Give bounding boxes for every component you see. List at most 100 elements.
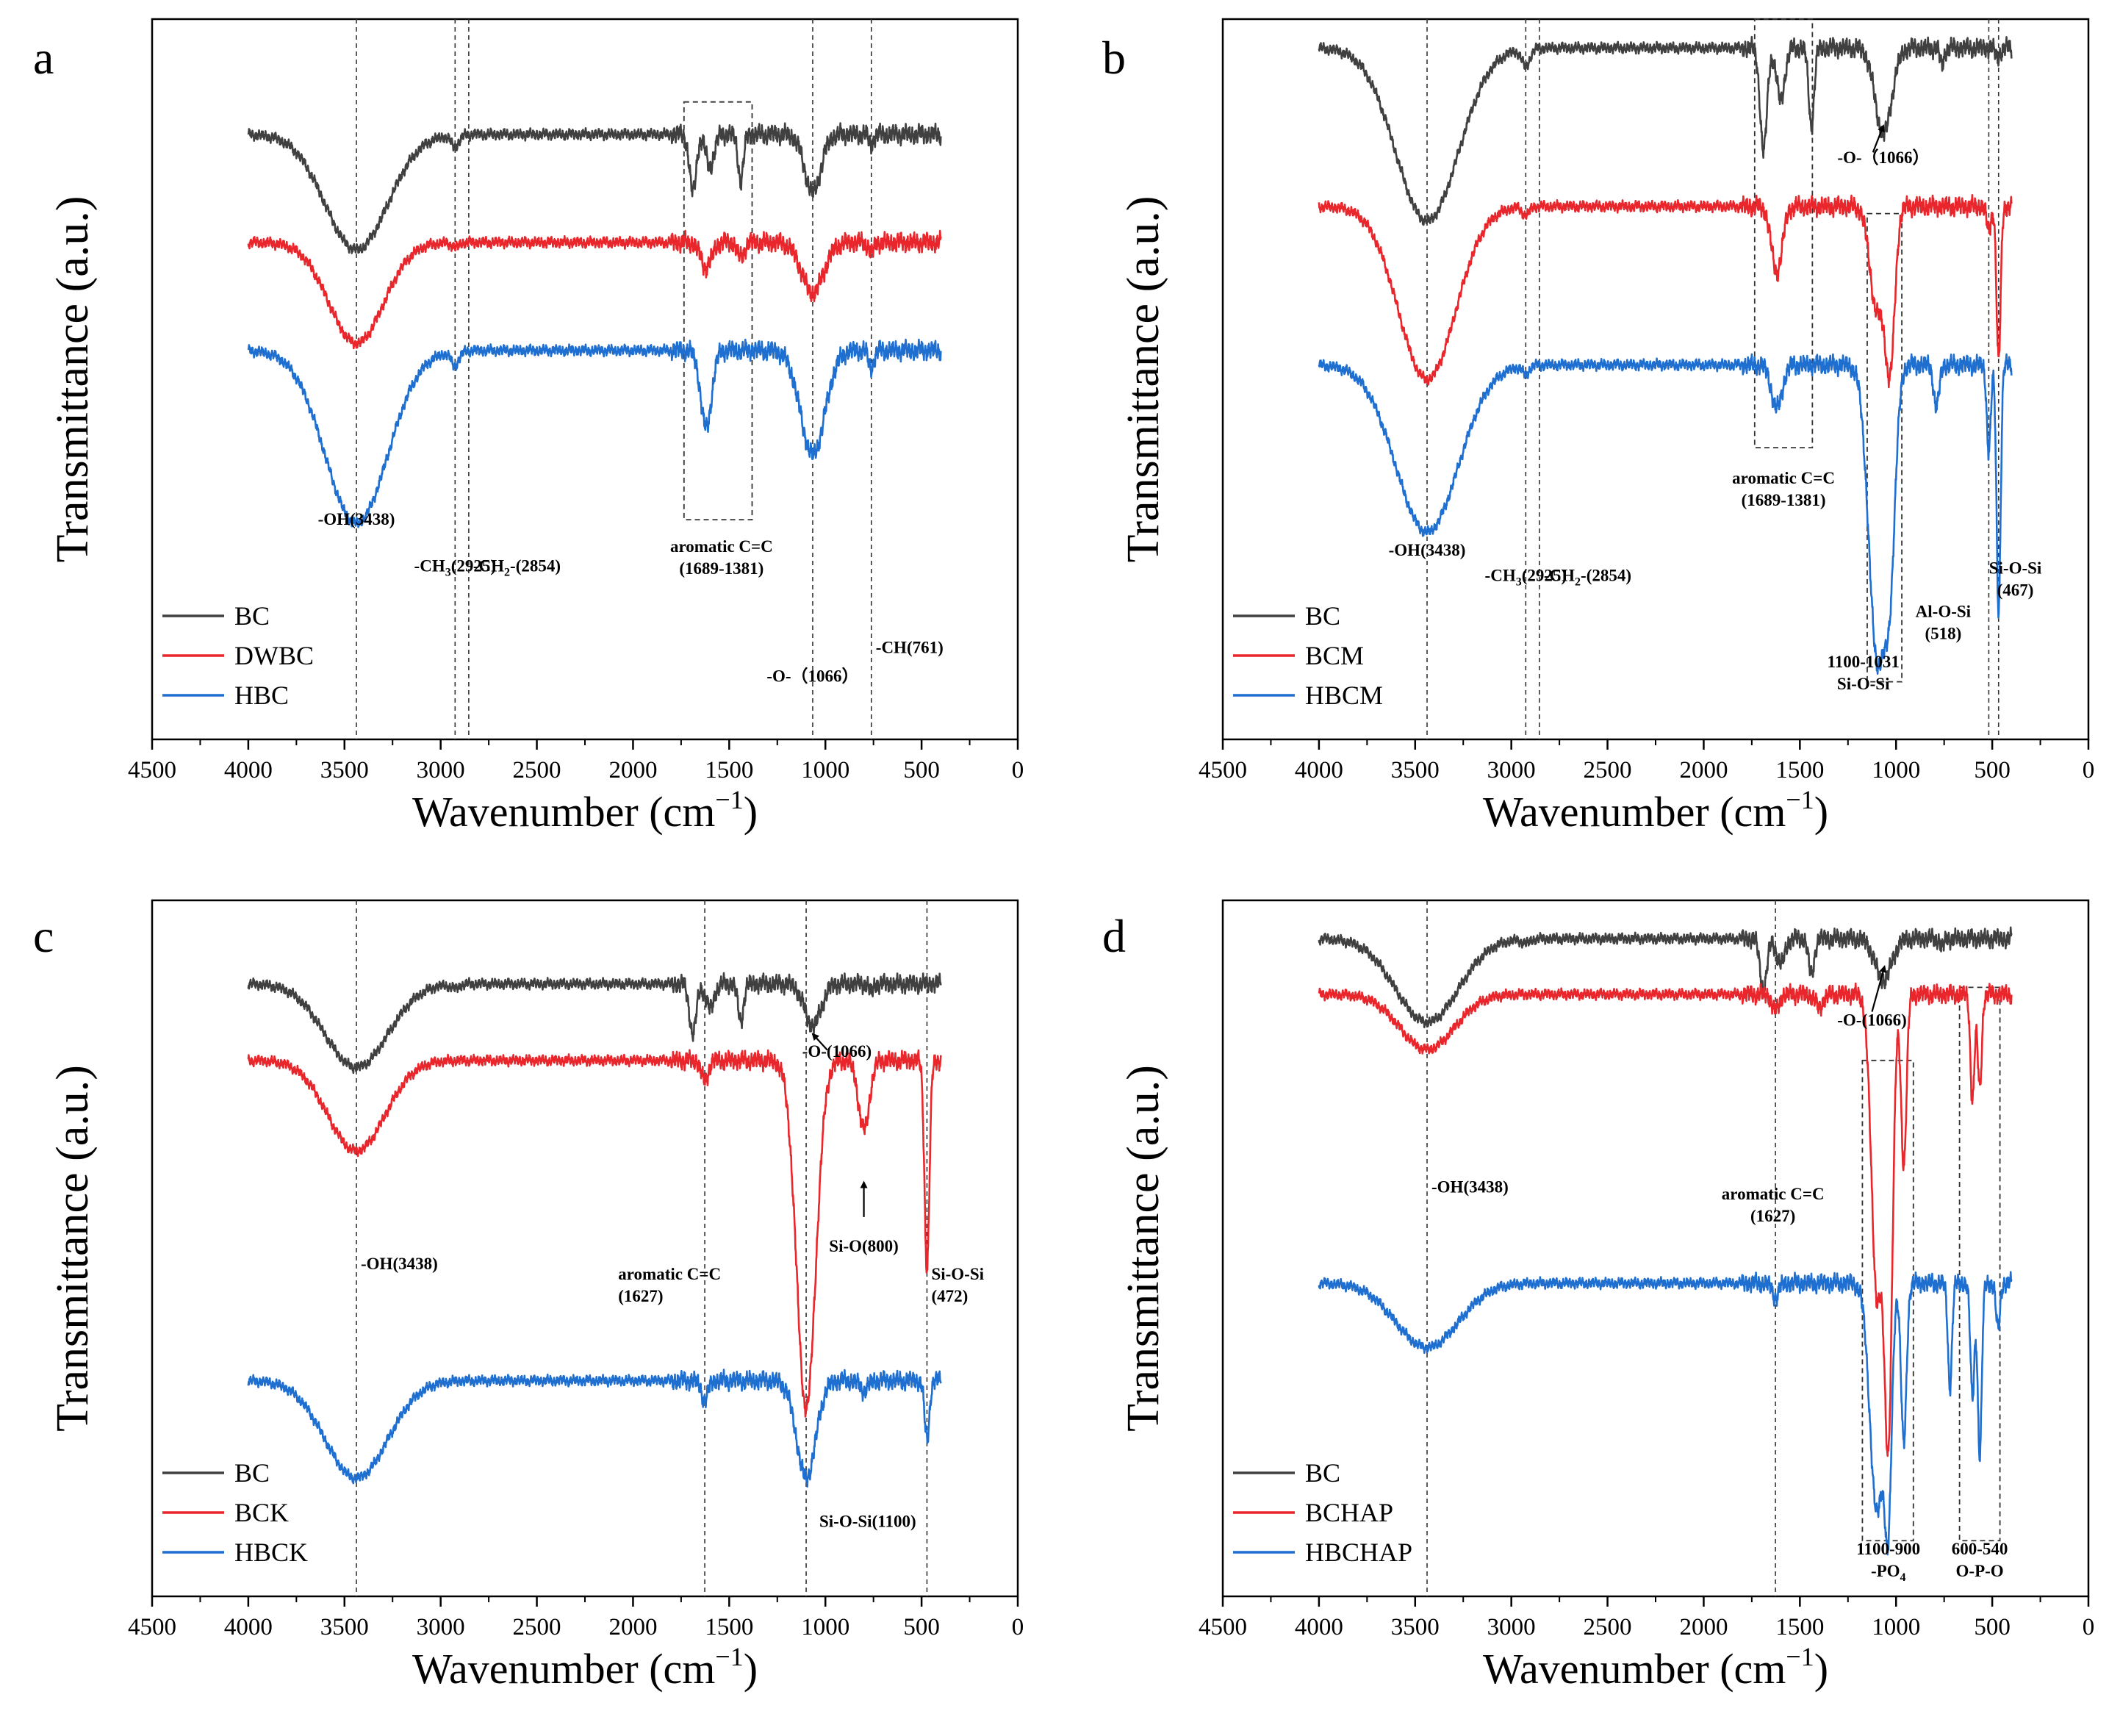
y-axis-label: Transmittance (a.u.) [48,196,98,563]
x-tick-label: 500 [1974,1614,2011,1640]
x-tick-label: 1000 [1872,757,1920,783]
x-tick-label: 2500 [1584,757,1632,783]
plot-frame [151,18,1019,741]
spectra [1318,35,2013,675]
x-tick-label: 4500 [128,1614,176,1640]
x-axis-ticks: 4500 4000 3500 3000 2500 2000 1500 1000 500 0 [128,1596,1024,1640]
annotation-label: Al-O-Si [1916,602,1972,620]
annotation-label: (1627) [618,1287,663,1305]
legend: BC BCHAP HBCHAP [1233,1458,1412,1567]
annotation-label: aromatic C=C [1722,1185,1825,1203]
x-tick-label: 0 [2083,1614,2095,1640]
x-tick-label: 1000 [801,757,849,783]
guide-lines [1426,900,1776,1596]
annotation-arrow [1872,124,1885,153]
annotation-label: aromatic C=C [670,537,773,556]
x-tick-label: 4500 [1199,757,1247,783]
x-tick-label: 0 [1012,757,1024,783]
series-line-bc [247,972,942,1075]
annotation-label: -CH(761) [876,638,944,656]
panel-a: a 4500 4000 3500 3000 2500 2000 1500 1000 500 0 Wav… [33,18,1024,836]
annotation-label: (472) [931,1287,968,1305]
series-line-hbcm [1318,353,2013,675]
annotation-label: (518) [1925,624,1961,642]
series-line-bck [247,1049,942,1418]
x-tick-label: 3000 [1487,1614,1536,1640]
annotation-label: 1100-900 [1856,1540,1920,1558]
annotation-label: -O-(1066) [1837,1011,1907,1029]
x-tick-label: 2500 [1584,1614,1632,1640]
annotation-label: -CH3(2925) [414,557,497,579]
series-line-bcm [1318,194,2013,389]
annotations: -O-(1066) -OH(3438) aromatic C=C (1627) 1100… [1431,965,2008,1584]
x-tick-label: 3000 [417,757,465,783]
guide-lines [1426,19,2000,739]
x-axis-label: Wavenumber (cm−1) [412,1642,758,1693]
annotation-label: -OH(3438) [361,1255,438,1273]
annotation-label: Si-O-Si [1837,675,1890,693]
x-axis-ticks: 4500 4000 3500 3000 2500 2000 1500 1000 500 0 [128,739,1024,783]
spectra [247,122,942,528]
annotation-label: Si-O-Si(1100) [819,1512,916,1530]
legend-label: HBCK [234,1538,308,1567]
annotation-label: aromatic C=C [1732,469,1835,487]
series-line-bc [1318,926,2013,1029]
x-tick-label: 0 [1012,1614,1024,1640]
series-line-bc [1318,35,2013,226]
annotation-arrow [811,1033,828,1051]
series-line-hbchap [1318,1271,2013,1556]
annotation-label: -CH3(2925) [1485,566,1567,588]
x-tick-label: 1000 [801,1614,849,1640]
x-tick-label: 3500 [1391,1614,1440,1640]
annotation-label: Si-O(800) [829,1237,899,1255]
x-tick-label: 2500 [513,1614,561,1640]
series-line-dwbc [247,229,942,350]
annotation-label: (1627) [1750,1207,1795,1225]
x-tick-label: 500 [903,757,940,783]
annotation-label: 600-540 [1952,1540,2008,1558]
x-tick-label: 4000 [1295,1614,1343,1640]
panel-d: d 4500 4000 3500 3000 2500 2000 1500 1000 500 0 Wav… [1102,899,2094,1693]
x-tick-label: 1000 [1872,1614,1920,1640]
region-box [1867,212,1903,683]
legend-label: DWBC [234,641,314,670]
y-axis-label: Transmittance (a.u.) [1118,1065,1168,1432]
legend-label: BC [1305,1458,1340,1488]
panel-label: c [33,910,54,962]
series-line-hbck [247,1369,942,1488]
x-tick-label: 1500 [705,1614,753,1640]
legend-label: BCM [1305,641,1364,670]
panel-label: a [33,32,54,84]
spectra [1318,926,2013,1556]
annotation-label: -O-(1066) [802,1042,872,1061]
legend-label: BCK [234,1498,289,1527]
x-tick-label: 3500 [1391,757,1440,783]
legend-label: BC [1305,601,1340,631]
annotation-label: (1689-1381) [679,559,764,578]
annotation-label: -OH(3438) [318,510,395,528]
annotation-label: -O-（1066） [766,667,858,686]
legend: BC DWBC HBC [162,601,314,710]
x-tick-label: 500 [1974,757,2011,783]
annotation-label: Si-O-Si [931,1265,984,1283]
x-axis-ticks: 4500 4000 3500 3000 2500 2000 1500 1000 500 0 [1199,739,2094,783]
region-box [1753,18,1814,448]
x-tick-label: 2000 [608,1614,657,1640]
annotation-label: 1100-1031 [1828,653,1900,671]
annotation-label: -CH2-(2854) [1544,566,1631,588]
annotation-label: Si-O-Si [1989,559,2042,578]
x-tick-label: 4000 [224,1614,273,1640]
x-tick-label: 3500 [320,1614,369,1640]
annotations: -O-(1066) -OH(3438) aromatic C=C (1627) Si-O… [361,1033,985,1530]
panel-label: b [1102,32,1126,84]
x-tick-label: 2000 [608,757,657,783]
y-axis-label: Transmittance (a.u.) [48,1065,98,1432]
x-tick-label: 2000 [1679,757,1728,783]
annotation-label: -OH(3438) [1389,541,1466,559]
annotation-label: (1689-1381) [1742,491,1826,509]
x-axis-ticks: 4500 4000 3500 3000 2500 2000 1500 1000 500 0 [1199,1596,2094,1640]
x-axis-label: Wavenumber (cm−1) [1483,785,1828,836]
legend-label: BC [234,601,270,631]
annotation-label: O-P-O [1956,1562,2004,1580]
legend: BC BCM HBCM [1233,601,1383,710]
